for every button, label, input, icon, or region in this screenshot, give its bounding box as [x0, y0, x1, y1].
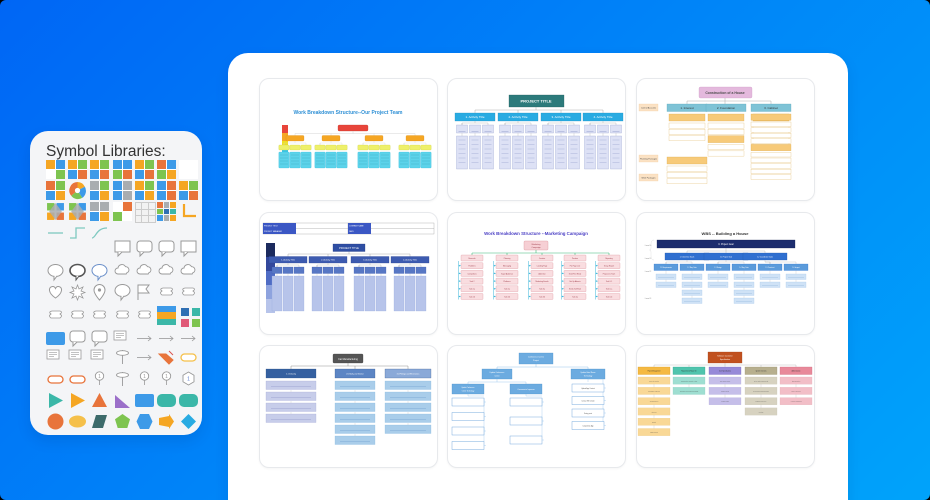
svg-text:Technology: Technology: [584, 376, 593, 378]
svg-text:Campaign: Campaign: [531, 247, 540, 249]
svg-text:WBS -- Building a House: WBS -- Building a House: [702, 231, 750, 236]
svg-text:Conference Centre: Conference Centre: [528, 356, 544, 359]
svg-text:Software Customer: Software Customer: [717, 355, 733, 358]
svg-text:Specification: Specification: [720, 358, 730, 361]
svg-text:Level 2: Level 2: [645, 271, 652, 273]
svg-text:1.1 Industry: 1.1 Industry: [286, 373, 296, 376]
svg-text:Level 1: Level 1: [645, 258, 652, 260]
svg-text:Messaging: Messaging: [503, 266, 511, 268]
svg-text:2. Activity Title: 2. Activity Title: [321, 259, 336, 262]
svg-text:Task 3b: Task 3b: [539, 296, 545, 298]
svg-text:Marketing Emails: Marketing Emails: [536, 280, 549, 283]
svg-text:PROJECT TITLE: PROJECT TITLE: [520, 99, 551, 104]
svg-text:3. Activity Title: 3. Activity Title: [551, 115, 570, 119]
svg-text:Commercial sponsor: Commercial sponsor: [517, 388, 535, 391]
svg-text:1. Activity Title: 1. Activity Title: [281, 259, 296, 262]
svg-text:PROJECT MANAGER: PROJECT MANAGER: [264, 230, 283, 233]
svg-text:1. Interest: 1. Interest: [680, 106, 694, 110]
svg-text:1. Activity Title: 1. Activity Title: [465, 115, 484, 119]
svg-text:1: 1: [143, 374, 146, 380]
svg-text:Competitors: Competitors: [467, 272, 476, 275]
svg-text:1: 1: [165, 374, 168, 380]
svg-text:PROJECT TITLE: PROJECT TITLE: [339, 246, 359, 250]
svg-text:Task 5.a: Task 5.a: [606, 289, 612, 291]
svg-text:Task 2: Task 2: [470, 281, 475, 283]
svg-text:1.2 Coordinate Goals: 1.2 Coordinate Goals: [757, 255, 773, 258]
svg-text:Target Audience: Target Audience: [501, 272, 513, 275]
svg-text:Put Page Live: Put Page Live: [570, 265, 581, 268]
svg-text:Position: Position: [572, 257, 578, 260]
svg-text:Task 1b: Task 1b: [469, 296, 475, 298]
svg-text:Work Breakdown Structure--Our: Work Breakdown Structure--Our Project Te…: [293, 110, 403, 116]
svg-text:DATE: DATE: [349, 230, 354, 233]
svg-text:Update Hotel Room: Update Hotel Room: [581, 371, 596, 374]
svg-text:4. Activity Title: 4. Activity Title: [403, 259, 418, 262]
svg-text:4. Activity Title: 4. Activity Title: [593, 115, 612, 119]
svg-text:Task 1a: Task 1a: [469, 289, 475, 291]
svg-text:Problems: Problems: [468, 265, 475, 268]
svg-text:Advertise: Advertise: [538, 272, 545, 275]
svg-text:Task 2a: Task 2a: [504, 289, 510, 291]
svg-text:2. Foundation: 2. Foundation: [717, 106, 736, 110]
svg-text:Car Manufacturing: Car Manufacturing: [338, 358, 358, 361]
svg-text:Set Up Adverts: Set Up Adverts: [569, 280, 580, 283]
svg-text:Level 3: Level 3: [645, 298, 652, 300]
svg-text:Send First Email: Send First Email: [569, 272, 582, 275]
svg-text:Centre: Centre: [494, 375, 499, 378]
svg-text:Reporting: Reporting: [605, 257, 612, 260]
svg-text:Landing Page: Landing Page: [537, 266, 547, 268]
svg-text:Project: Project: [533, 359, 539, 362]
svg-text:Task 5.b: Task 5.b: [606, 296, 612, 298]
svg-text:Drop down menus: Drop down menus: [720, 381, 731, 383]
svg-text:1: 1: [98, 374, 101, 380]
svg-text:1.1 Project Goal: 1.1 Project Goal: [720, 255, 733, 258]
svg-text:0. Project Goal: 0. Project Goal: [718, 243, 734, 246]
svg-text:Task 3a: Task 3a: [539, 289, 545, 291]
svg-text:Send 2nd Email: Send 2nd Email: [569, 289, 582, 291]
svg-text:3. Cabinet: 3. Cabinet: [764, 106, 778, 110]
svg-text:Planning Packages: Planning Packages: [640, 159, 657, 161]
svg-text:3.0 Fittings and Electronics: 3.0 Fittings and Electronics: [397, 373, 420, 376]
svg-text:3. Activity Title: 3. Activity Title: [363, 259, 378, 262]
svg-text:Task 2b: Task 2b: [504, 296, 510, 298]
svg-text:PROJECT TITLE: PROJECT TITLE: [264, 226, 279, 228]
svg-text:Task 5.1: Task 5.1: [606, 281, 612, 283]
svg-text:Planning: Planning: [504, 258, 511, 260]
svg-text:Task 4a: Task 4a: [572, 296, 578, 298]
svg-text:Platforms: Platforms: [503, 280, 510, 283]
svg-text:2.0 Body and Interior: 2.0 Body and Interior: [346, 373, 364, 376]
svg-text:Control Accounts: Control Accounts: [641, 107, 656, 110]
svg-text:1. Determine Goals: 1. Determine Goals: [680, 255, 695, 258]
svg-text:1: 1: [187, 377, 190, 383]
svg-text:Prepare to Team: Prepare to Team: [603, 272, 616, 275]
svg-text:2. Activity Title: 2. Activity Title: [508, 115, 527, 119]
svg-text:Work Breakdown Structure --Mar: Work Breakdown Structure --Marketing Cam…: [484, 231, 588, 236]
svg-text:Update Conference: Update Conference: [490, 371, 505, 374]
svg-text:Work Packages: Work Packages: [642, 178, 656, 180]
svg-text:Marketing: Marketing: [532, 243, 541, 246]
svg-text:Creative: Creative: [539, 257, 545, 260]
svg-text:Group Report: Group Report: [604, 265, 615, 268]
svg-text:COMPANY NAME: COMPANY NAME: [349, 225, 364, 228]
svg-text:Research: Research: [468, 257, 475, 260]
svg-text:Construction of a House: Construction of a House: [705, 91, 744, 95]
svg-text:1.3 Design: 1.3 Design: [714, 267, 721, 269]
